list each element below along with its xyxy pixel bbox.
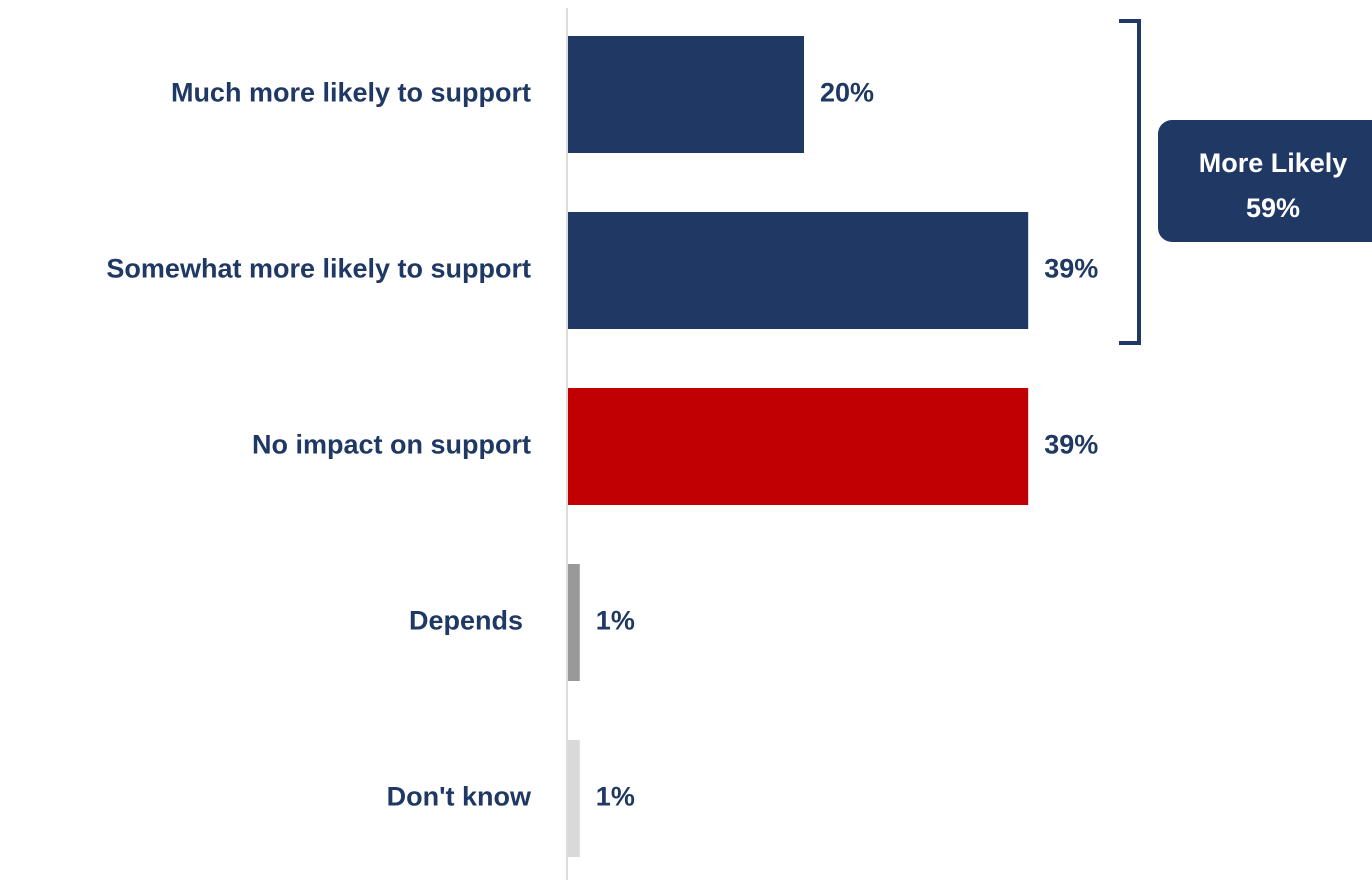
more-likely-callout-box: [1158, 120, 1372, 242]
value-label-don-t-know: 1%: [596, 782, 635, 812]
category-label-somewhat-more-likely-to-support: Somewhat more likely to support: [106, 254, 531, 284]
more-likely-bracket: [1119, 19, 1141, 345]
callout-label: More Likely: [1199, 148, 1348, 178]
bar-somewhat-more-likely-to-support: [568, 212, 1029, 329]
bar-no-impact-on-support: [568, 388, 1029, 505]
value-label-much-more-likely-to-support: 20%: [820, 78, 874, 108]
bar-depends: [568, 564, 580, 681]
callout-value: 59%: [1246, 193, 1300, 223]
value-label-no-impact-on-support: 39%: [1044, 430, 1098, 460]
bar-much-more-likely-to-support: [568, 36, 804, 153]
bars-layer: [568, 36, 1029, 857]
labels-layer: Much more likely to support 20% Somewhat m…: [106, 78, 1098, 812]
value-label-depends: 1%: [596, 606, 635, 636]
value-label-somewhat-more-likely-to-support: 39%: [1044, 254, 1098, 284]
category-label-depends: Depends: [409, 606, 523, 636]
category-label-much-more-likely-to-support: Much more likely to support: [171, 78, 531, 108]
category-label-don-t-know: Don't know: [387, 782, 532, 812]
bar-don-t-know: [568, 740, 580, 857]
category-label-no-impact-on-support: No impact on support: [252, 430, 531, 460]
callout-layer: More Likely 59%: [1119, 19, 1372, 345]
